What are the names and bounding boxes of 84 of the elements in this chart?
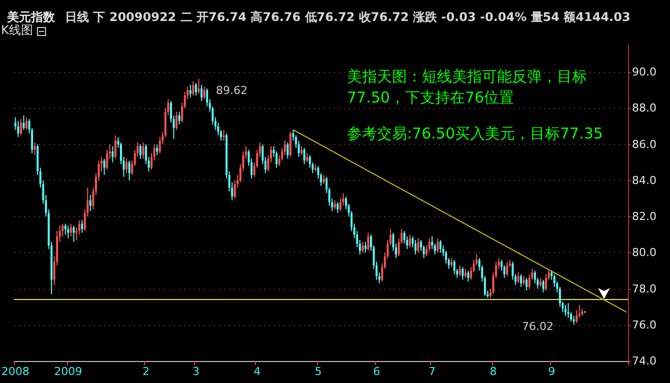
y-tick-label: 90.0 xyxy=(632,66,656,79)
candlestick xyxy=(564,304,566,316)
candlestick xyxy=(362,241,364,254)
candlestick xyxy=(467,270,470,282)
candlestick xyxy=(367,232,370,252)
x-tick-label: 7 xyxy=(428,365,436,378)
candlestick xyxy=(203,86,206,100)
candlestick xyxy=(464,268,466,278)
candlestick xyxy=(306,152,308,163)
candlestick xyxy=(194,82,197,96)
candlestick xyxy=(450,258,453,268)
candlestick xyxy=(26,116,28,130)
y-tick-label: 88.0 xyxy=(632,102,656,115)
candlestick xyxy=(89,194,92,212)
y-tick-label: 76.0 xyxy=(632,318,656,332)
x-tick-label: 9 xyxy=(548,365,556,378)
candlestick xyxy=(112,146,114,163)
candlestick xyxy=(126,158,128,174)
chart-title: 美元指数 xyxy=(6,10,56,24)
candlestick xyxy=(72,225,75,242)
candlestick xyxy=(176,111,178,130)
y-tick-label: 80.0 xyxy=(632,246,656,260)
candlestick xyxy=(334,200,336,210)
candlestick xyxy=(156,144,158,156)
y-tick-label: 78.0 xyxy=(632,282,656,296)
x-tick-label: 6 xyxy=(373,365,380,378)
candlestick xyxy=(200,84,203,102)
candlestick xyxy=(189,84,192,98)
x-tick-label: 5 xyxy=(314,365,322,378)
annotation: 89.62 xyxy=(216,84,248,97)
candlestick xyxy=(458,264,461,277)
candlestick xyxy=(64,223,66,236)
candlestick xyxy=(526,277,528,292)
candlestick xyxy=(414,240,416,255)
candlestick xyxy=(520,274,522,288)
x-tick-label: 3 xyxy=(192,365,200,378)
candlestick xyxy=(34,142,36,156)
x-tick-label: 2008 xyxy=(1,365,30,378)
candlestick xyxy=(506,261,508,277)
candlestick xyxy=(22,114,25,130)
candlestick xyxy=(114,134,116,160)
candlestick xyxy=(364,241,366,254)
text: K线图 xyxy=(1,23,33,37)
candlestick xyxy=(70,223,72,237)
chart-subtitle: 日线 下 20090922 二 开76.74 高76.76 低76.72 收76.72 涨跌 -0.03 -0.04% 量54 额4144.03 xyxy=(65,10,630,24)
candlestick xyxy=(286,142,289,160)
candlestick xyxy=(322,174,325,185)
candlestick xyxy=(20,118,22,136)
candlestick xyxy=(128,160,130,181)
candlestick xyxy=(439,240,442,254)
x-tick-label: 8 xyxy=(490,365,497,378)
candlestick xyxy=(192,80,194,96)
candlestick xyxy=(303,147,306,165)
candlestick xyxy=(539,277,542,288)
candlestick xyxy=(336,202,339,214)
candlestick xyxy=(542,279,544,293)
candlestick xyxy=(81,220,84,234)
candlestick xyxy=(139,144,142,160)
candlestick xyxy=(103,158,106,176)
candlestick xyxy=(417,238,420,254)
x-tick-label: 2009 xyxy=(54,365,82,378)
candlestick xyxy=(517,272,520,284)
candlestick xyxy=(436,238,439,254)
y-tick-label: 74.0 xyxy=(632,354,656,368)
y-tick-label: 82.0 xyxy=(632,210,656,224)
candlestick xyxy=(408,234,411,248)
annotation: 参考交易:76.50买入美元，目标77.35 xyxy=(347,124,603,142)
annotation: 美指天图：短线美指可能反弹，目标77.50，下支持在76位置 xyxy=(347,68,587,106)
annotation: 76.02 xyxy=(522,320,554,333)
candlestick xyxy=(17,120,20,138)
y-tick-label: 84.0 xyxy=(632,174,656,187)
candlestick xyxy=(289,131,292,158)
candlestick xyxy=(462,266,464,280)
candlestick xyxy=(198,78,200,94)
candlestick xyxy=(142,142,144,160)
candlestick xyxy=(178,111,180,125)
candlestick xyxy=(453,259,456,275)
candlestick xyxy=(300,146,303,156)
y-tick-label: 86.0 xyxy=(632,138,656,151)
x-tick-label: 2 xyxy=(142,365,150,378)
candlestick xyxy=(522,276,525,286)
x-tick-label: 4 xyxy=(254,365,261,378)
candlestick xyxy=(567,302,570,318)
candlestick xyxy=(67,225,70,239)
